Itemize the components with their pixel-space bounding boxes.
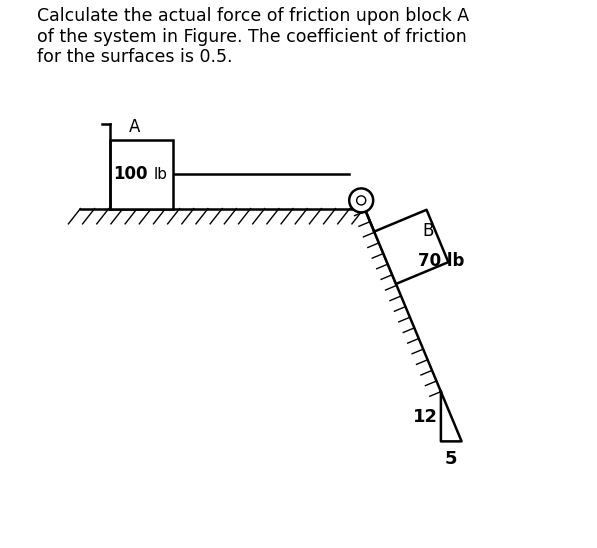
- Text: 70 lb: 70 lb: [418, 252, 464, 270]
- Text: lb: lb: [153, 167, 167, 182]
- Text: A: A: [128, 118, 140, 136]
- Text: 5: 5: [445, 449, 457, 467]
- Circle shape: [349, 189, 373, 213]
- Circle shape: [356, 196, 366, 205]
- Text: B: B: [423, 222, 434, 240]
- Text: 100: 100: [113, 165, 147, 184]
- Text: 12: 12: [413, 408, 438, 425]
- Polygon shape: [374, 210, 448, 284]
- Text: Calculate the actual force of friction upon block A
of the system in Figure. The: Calculate the actual force of friction u…: [37, 7, 469, 66]
- Bar: [110, 140, 173, 209]
